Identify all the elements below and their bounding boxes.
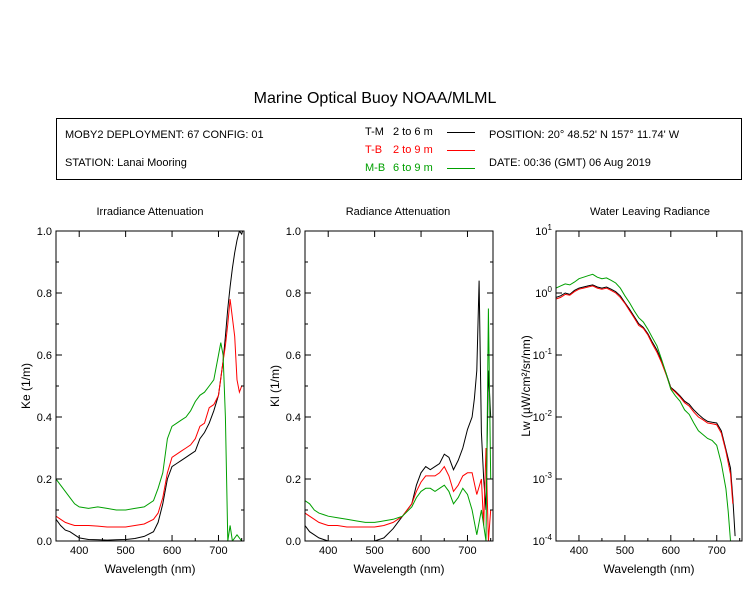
x-axis-label: Wavelength (nm) xyxy=(604,562,695,576)
y-tick-label: 0.6 xyxy=(286,350,301,362)
panel-title-irradiance: Irradiance Attenuation xyxy=(96,206,204,218)
x-tick-label: 500 xyxy=(116,545,134,557)
series-t-b-line xyxy=(305,447,492,541)
y-axis-label: Kl (1/m) xyxy=(268,365,282,407)
x-tick-label: 400 xyxy=(570,545,588,557)
y-tick-label: 0.0 xyxy=(37,536,52,548)
y-tick-label: 0.0 xyxy=(286,536,301,548)
legend-range-mb: 6 to 9 m xyxy=(393,162,433,174)
x-tick-label: 700 xyxy=(209,545,227,557)
page-title: Marine Optical Buoy NOAA/MLML xyxy=(253,90,497,107)
y-tick-label: 101 xyxy=(535,223,552,238)
series-t-m-line xyxy=(556,284,736,537)
series-t-m-line xyxy=(56,231,244,541)
y-tick-label: 10-3 xyxy=(533,471,553,486)
plot-frame xyxy=(55,230,245,542)
x-axis-label: Wavelength (nm) xyxy=(105,562,196,576)
series-t-b-line xyxy=(56,299,243,528)
y-tick-label: 1.0 xyxy=(37,226,52,238)
date-text: DATE: 00:36 (GMT) 06 Aug 2019 xyxy=(489,157,651,169)
y-tick-label: 0.2 xyxy=(286,474,301,486)
x-tick-label: 700 xyxy=(458,545,476,557)
x-axis-label: Wavelength (nm) xyxy=(354,562,445,576)
y-tick-label: 0.4 xyxy=(286,412,301,424)
y-tick-label: 100 xyxy=(535,285,552,300)
panel-title-water-leaving: Water Leaving Radiance xyxy=(589,206,711,218)
chart-irradiance: 400 500 600 700 0.0 0.2 0.4 0.6 0.8 1.0 Wavelength… xyxy=(19,226,245,576)
series-m-b-line xyxy=(556,273,731,541)
legend-range-tm: 2 to 6 m xyxy=(393,126,433,138)
x-tick-label: 600 xyxy=(412,545,430,557)
y-axis-label: Ke (1/m) xyxy=(19,363,33,409)
y-tick-label: 10-2 xyxy=(533,409,553,424)
legend-range-tb: 2 to 9 m xyxy=(393,144,433,156)
y-tick-label: 0.6 xyxy=(37,350,52,362)
y-tick-label: 0.8 xyxy=(37,288,52,300)
y-axis-label: Lw (µW/cm²/sr/nm) xyxy=(519,335,533,437)
x-tick-label: 600 xyxy=(662,545,680,557)
series-m-b-line xyxy=(305,308,492,541)
series-m-b-line xyxy=(56,342,243,541)
station-text: STATION: Lanai Mooring xyxy=(65,157,187,169)
y-tick-label: 10-1 xyxy=(533,347,553,362)
x-tick-label: 600 xyxy=(163,545,181,557)
y-tick-label: 10-4 xyxy=(533,533,553,548)
series-t-m-line xyxy=(305,280,492,541)
legend-line-mb xyxy=(447,168,475,169)
deployment-text: MOBY2 DEPLOYMENT: 67 CONFIG: 01 xyxy=(65,129,264,141)
legend-name-tm: T-M xyxy=(365,126,384,138)
position-text: POSITION: 20° 48.52' N 157° 11.74' W xyxy=(489,129,680,141)
y-tick-label: 0.2 xyxy=(37,474,52,486)
plot-frame xyxy=(304,230,494,542)
legend-line-tb xyxy=(447,150,475,151)
chart-water-leaving: 400 500 600 700 101 100 10-1 10-2 10-3 10-4 Wavele… xyxy=(519,223,743,576)
y-tick-label: 1.0 xyxy=(286,226,301,238)
panel-title-radiance: Radiance Attenuation xyxy=(345,206,451,218)
info-box: MOBY2 DEPLOYMENT: 67 CONFIG: 01 STATION:… xyxy=(56,118,742,180)
x-tick-label: 400 xyxy=(319,545,337,557)
plot-frame xyxy=(555,230,743,542)
x-tick-label: 400 xyxy=(70,545,88,557)
y-tick-label: 0.8 xyxy=(286,288,301,300)
x-tick-label: 500 xyxy=(365,545,383,557)
y-tick-label: 0.4 xyxy=(37,412,52,424)
legend-name-mb: M-B xyxy=(365,162,386,174)
x-tick-label: 500 xyxy=(616,545,634,557)
series-t-b-line xyxy=(556,285,734,504)
chart-radiance: 400 500 600 700 0.0 0.2 0.4 0.6 0.8 1.0 Wavelength… xyxy=(268,226,494,576)
legend-name-tb: T-B xyxy=(365,144,383,156)
x-tick-label: 700 xyxy=(708,545,726,557)
legend-line-tm xyxy=(447,132,475,133)
